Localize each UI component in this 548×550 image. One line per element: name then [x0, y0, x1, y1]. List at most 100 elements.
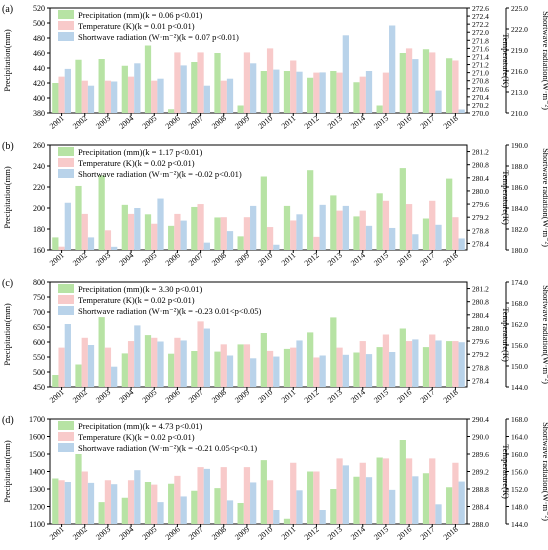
bar-precipitation: [237, 236, 244, 250]
bar-precipitation: [52, 375, 59, 387]
bar-radiation: [226, 355, 234, 387]
bar-precipitation: [283, 71, 291, 113]
y2-tick-label: 270.2: [472, 101, 489, 110]
bar-precipitation: [214, 488, 221, 524]
bar-temperature: [359, 210, 366, 250]
y2-tick-label: 280.4: [472, 311, 489, 320]
x-tick-label: 2015: [372, 251, 390, 268]
x-tick-label: 2014: [349, 114, 367, 131]
bar-precipitation: [75, 59, 82, 113]
bar-precipitation: [214, 217, 221, 250]
x-tick-label: 2017: [418, 114, 436, 131]
bar-temperature: [81, 213, 88, 250]
y2-tick-label: 280.4: [472, 174, 489, 183]
x-tick-label: 2010: [256, 388, 274, 405]
y3-tick-label: 144.0: [511, 520, 528, 529]
bar-precipitation: [214, 53, 221, 113]
y3-tick-label: 168.0: [511, 299, 528, 308]
y2-tick-label: 272.0: [472, 28, 489, 37]
y3-tick-label: 190.0: [511, 141, 528, 150]
legend-label-temperature: Temperature (K)(k = 0.02 p<0.01): [78, 432, 195, 442]
x-tick-label: 2005: [140, 251, 158, 268]
bar-precipitation: [168, 109, 175, 113]
y2-tick-label: 271.0: [472, 69, 489, 78]
y3-tick-label: 219.0: [511, 46, 528, 55]
bar-radiation: [180, 220, 187, 250]
bar-temperature: [382, 334, 390, 387]
legend: Precipitation (mm)(k = 0.06 p<0.01)Tempe…: [58, 10, 239, 42]
x-tick-label: 2018: [442, 114, 460, 131]
y2-tick-label: 271.2: [472, 61, 489, 70]
legend-label-precipitation: Precipitation (mm)(k = 3.30 p<0.01): [78, 284, 202, 294]
legend-label-radiation: Shortwave radiation (W·m⁻²)(k = -0.23 0.…: [78, 306, 262, 316]
bar-precipitation: [191, 62, 198, 113]
bar-radiation: [365, 71, 373, 113]
y-tick-label: 400: [33, 94, 45, 103]
bar-radiation: [111, 246, 118, 250]
y-tick-label: 450: [33, 383, 45, 392]
x-tick-label: 2017: [418, 251, 436, 268]
bar-precipitation: [446, 178, 453, 250]
legend-label-temperature: Temperature (K)(k = 0.02 p<0.01): [78, 158, 195, 168]
bar-precipitation: [121, 497, 128, 524]
bar-precipitation: [75, 185, 82, 250]
bar-radiation: [296, 340, 303, 387]
bar-temperature: [266, 48, 274, 114]
y2-tick-label: 270.8: [472, 77, 489, 86]
bar-precipitation: [191, 206, 198, 250]
x-tick-label: 2012: [303, 114, 321, 131]
bar-temperature: [405, 48, 413, 114]
bar-precipitation: [214, 351, 221, 387]
x-tick-label: 2004: [117, 388, 135, 405]
bar-radiation: [342, 465, 349, 524]
bar-radiation: [87, 237, 95, 250]
bar-radiation: [435, 90, 442, 113]
bar-precipitation: [168, 353, 175, 387]
bar-radiation: [134, 325, 141, 387]
y-tick-label: 1200: [29, 503, 45, 512]
x-tick-label: 2006: [164, 388, 182, 405]
legend-label-radiation: Shortwave radiation (W·m⁻²)(k = -0.02 p<…: [78, 169, 242, 179]
bar-radiation: [435, 224, 442, 250]
x-tick-label: 2008: [210, 388, 228, 405]
bar-temperature: [151, 484, 158, 524]
legend-label-radiation: Shortwave radiation (W·m⁻²)(k = 0.07 p<0…: [78, 32, 239, 42]
x-tick-label: 2008: [210, 525, 228, 542]
x-tick-label: 2014: [349, 525, 367, 542]
y-tick-label: 1600: [29, 433, 45, 442]
bar-temperature: [151, 337, 158, 387]
x-tick-label: 2011: [280, 251, 298, 268]
bar-temperature: [359, 462, 366, 524]
bar-temperature: [220, 217, 227, 250]
y-tick-label: 1100: [29, 520, 45, 529]
bar-precipitation: [283, 518, 291, 524]
y3-axis-label: Shortwave radiation(W·m⁻²): [541, 148, 548, 247]
y2-tick-label: 278.8: [472, 226, 489, 235]
x-tick-label: 2007: [187, 388, 205, 405]
bar-precipitation: [446, 58, 453, 113]
bar-precipitation: [283, 205, 291, 250]
bar-temperature: [429, 52, 436, 113]
bar-radiation: [273, 510, 280, 524]
x-tick-label: 2016: [395, 114, 413, 131]
y-tick-label: 180: [33, 225, 45, 234]
bar-radiation: [389, 227, 396, 250]
bar-radiation: [319, 355, 326, 387]
bar-radiation: [111, 366, 118, 387]
bar-radiation: [458, 109, 465, 113]
bar-temperature: [220, 80, 227, 113]
x-tick-label: 2009: [233, 388, 251, 405]
bar-temperature: [359, 76, 366, 113]
x-tick-label: 2002: [71, 114, 89, 131]
bar-temperature: [197, 52, 204, 113]
x-tick-label: 2008: [210, 251, 228, 268]
panel-label: (d): [2, 415, 14, 426]
bar-precipitation: [52, 83, 59, 113]
y-tick-label: 1500: [29, 450, 45, 459]
y3-tick-label: 225.0: [511, 4, 528, 13]
bar-precipitation: [98, 502, 105, 524]
y3-tick-label: 184.0: [511, 204, 528, 213]
bar-radiation: [250, 358, 257, 387]
bar-temperature: [58, 347, 65, 387]
y-tick-label: 380: [33, 109, 45, 118]
